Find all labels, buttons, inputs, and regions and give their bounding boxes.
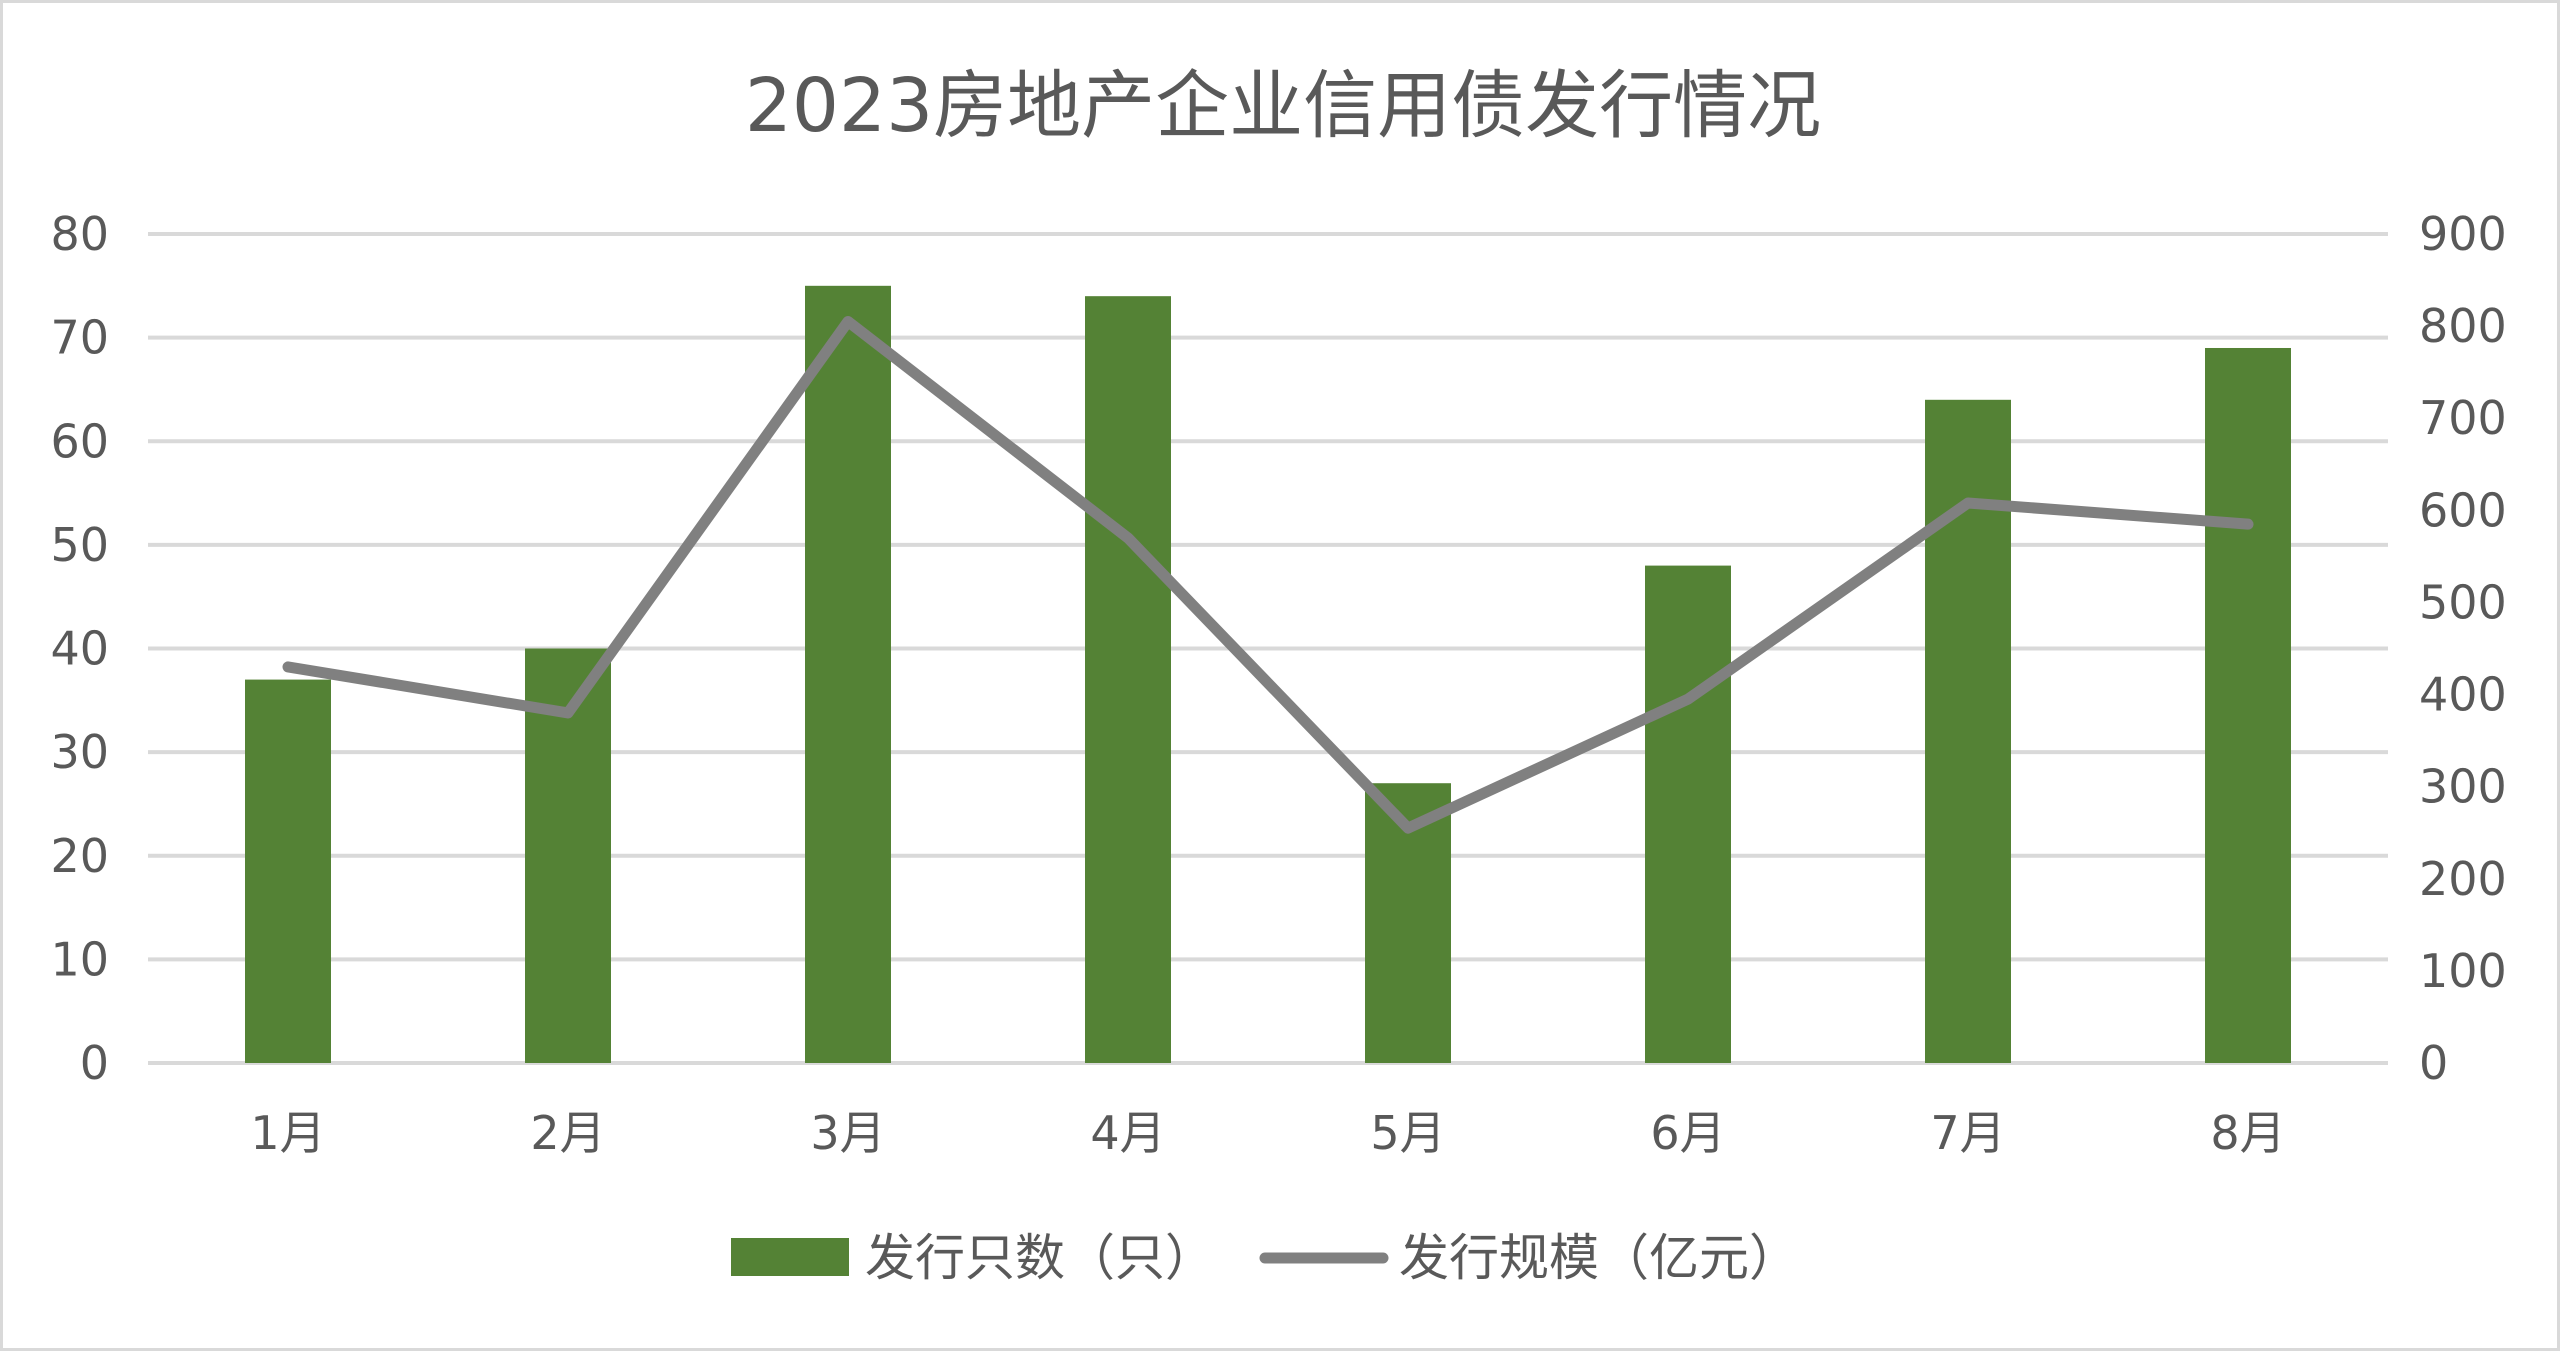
chart-title: 2023房地产企业信用债发行情况 xyxy=(745,63,1821,149)
left-axis-tick-label: 10 xyxy=(50,932,109,986)
left-axis-tick-label: 20 xyxy=(50,829,109,883)
left-axis-ticks: 0 10 20 30 40 50 60 70 80 xyxy=(50,207,109,1090)
category-label: 8月 xyxy=(2210,1106,2285,1160)
bar xyxy=(805,285,891,1063)
legend: 发行只数（只） 发行规模（亿元） xyxy=(731,1229,1799,1287)
bar xyxy=(1085,296,1171,1063)
category-label: 3月 xyxy=(810,1106,885,1160)
right-axis-tick-label: 0 xyxy=(2419,1036,2448,1090)
line-point xyxy=(567,711,569,714)
line-point xyxy=(1407,827,1409,830)
category-label: 5月 xyxy=(1370,1106,1445,1160)
category-label: 2月 xyxy=(530,1106,605,1160)
category-label: 4月 xyxy=(1090,1106,1165,1160)
left-axis-tick-label: 0 xyxy=(80,1036,109,1090)
right-axis-tick-label: 800 xyxy=(2419,299,2507,353)
category-label: 1月 xyxy=(250,1106,325,1160)
right-axis-tick-label: 900 xyxy=(2419,207,2507,261)
series-line xyxy=(282,316,2254,834)
left-axis-tick-label: 50 xyxy=(50,518,109,572)
right-axis-tick-label: 700 xyxy=(2419,391,2507,445)
combo-chart: 2023房地产企业信用债发行情况 0 10 20 30 40 50 60 70 80 0 100 2… xyxy=(50,63,2507,1287)
right-axis-tick-label: 100 xyxy=(2419,944,2507,998)
right-axis-ticks: 0 100 200 300 400 500 600 700 800 900 xyxy=(2419,207,2507,1090)
right-axis-tick-label: 200 xyxy=(2419,852,2507,906)
bar xyxy=(245,679,331,1063)
right-axis-tick-label: 400 xyxy=(2419,668,2507,722)
left-axis-tick-label: 80 xyxy=(50,207,109,261)
left-axis-tick-label: 70 xyxy=(50,311,109,365)
bar-series xyxy=(245,285,2291,1063)
left-axis-tick-label: 30 xyxy=(50,725,109,779)
legend-bar-label: 发行只数（只） xyxy=(865,1229,1215,1287)
right-axis-tick-label: 600 xyxy=(2419,483,2507,537)
line-series xyxy=(282,316,2254,834)
category-axis-labels: 1月 2月 3月 4月 5月 6月 7月 8月 xyxy=(250,1106,2285,1160)
line-point xyxy=(847,320,849,323)
line-point xyxy=(287,665,289,668)
line-point xyxy=(1967,501,1969,504)
legend-bar-swatch xyxy=(731,1238,849,1276)
gridlines xyxy=(148,232,2388,1065)
left-axis-tick-label: 60 xyxy=(50,414,109,468)
legend-line-label: 发行规模（亿元） xyxy=(1399,1229,1799,1287)
category-label: 6月 xyxy=(1650,1106,1725,1160)
bar xyxy=(1645,565,1731,1063)
right-axis-tick-label: 300 xyxy=(2419,760,2507,814)
right-axis-tick-label: 500 xyxy=(2419,575,2507,629)
line-point xyxy=(1687,698,1689,701)
left-axis-tick-label: 40 xyxy=(50,622,109,676)
line-point xyxy=(1127,536,1129,539)
category-label: 7月 xyxy=(1930,1106,2005,1160)
line-point xyxy=(2247,523,2249,526)
bar xyxy=(2205,347,2291,1063)
